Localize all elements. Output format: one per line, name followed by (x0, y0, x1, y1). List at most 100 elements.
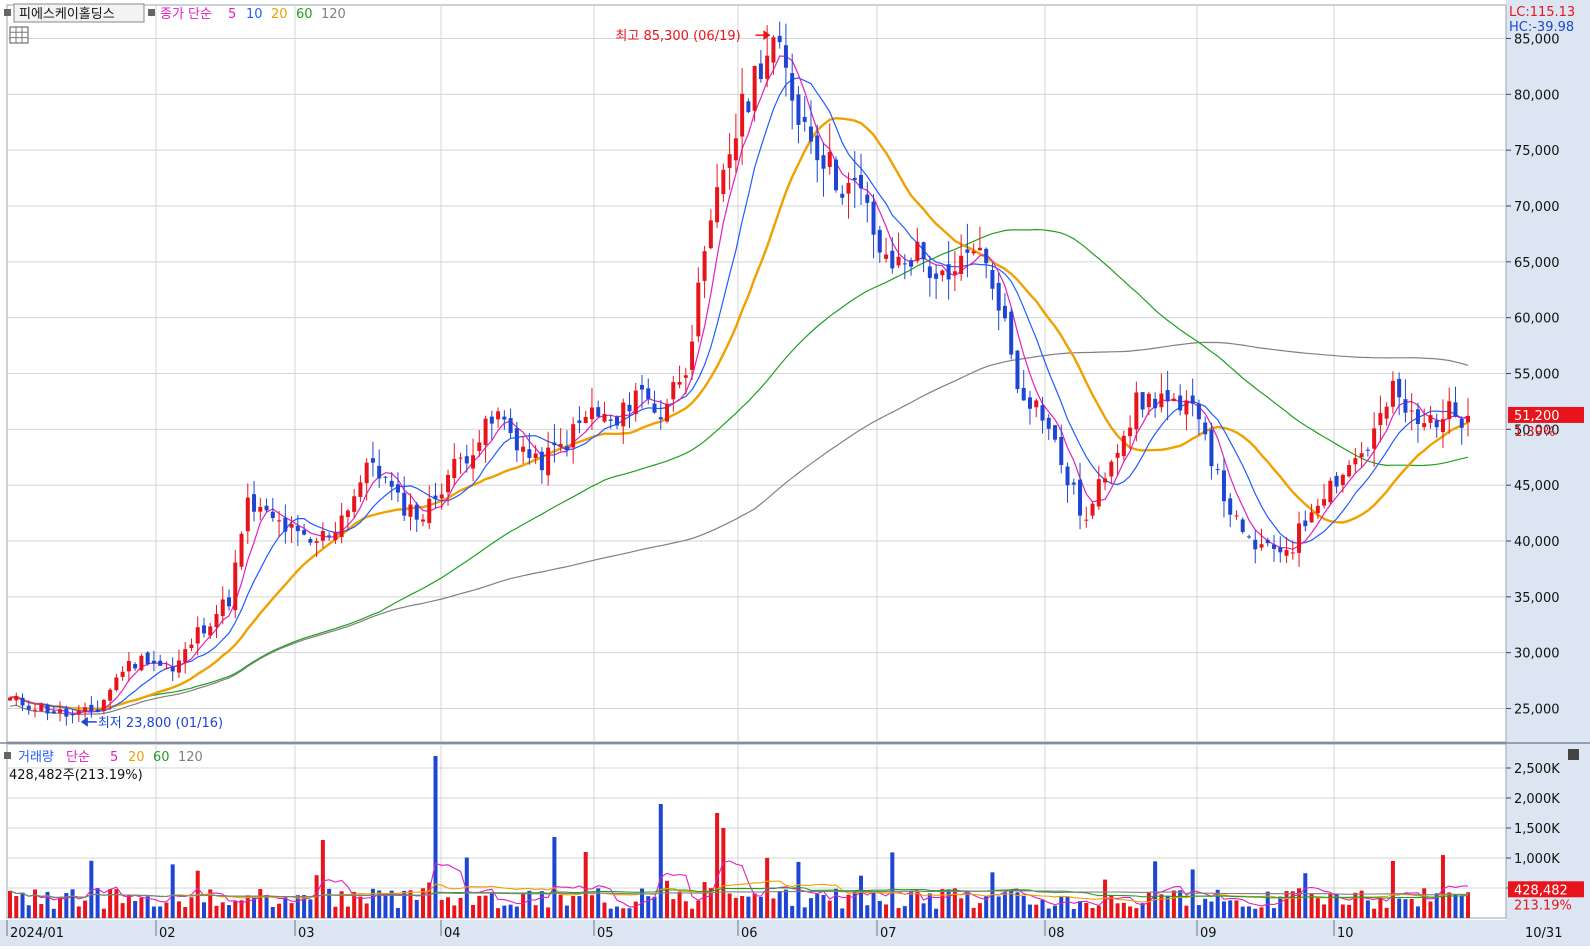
volume-bar[interactable] (1290, 891, 1295, 918)
candle-body[interactable] (1059, 436, 1064, 466)
candle-body[interactable] (996, 282, 1001, 311)
volume-bar[interactable] (1259, 907, 1264, 918)
volume-bar[interactable] (327, 888, 332, 918)
candle-body[interactable] (120, 671, 125, 677)
candle-body[interactable] (508, 418, 513, 434)
candle-body[interactable] (270, 511, 275, 518)
volume-bar[interactable] (702, 882, 707, 918)
grid-toggle-icon[interactable] (9, 26, 29, 44)
volume-bar[interactable] (1009, 891, 1014, 918)
candle-body[interactable] (1190, 395, 1195, 404)
volume-bar[interactable] (1196, 905, 1201, 918)
volume-bar[interactable] (521, 892, 526, 918)
volume-bar[interactable] (1040, 899, 1045, 918)
volume-bar[interactable] (345, 906, 350, 918)
volume-bar[interactable] (683, 901, 688, 918)
volume-bar[interactable] (677, 891, 682, 918)
candle-body[interactable] (220, 599, 225, 617)
volume-bar[interactable] (1428, 901, 1433, 918)
candle-body[interactable] (1034, 400, 1039, 408)
candle-body[interactable] (627, 404, 632, 412)
volume-bar[interactable] (214, 905, 219, 918)
volume-bar[interactable] (1453, 894, 1458, 918)
candle-body[interactable] (727, 154, 732, 168)
volume-bar[interactable] (145, 896, 150, 918)
candle-body[interactable] (965, 249, 970, 253)
volume-bar[interactable] (1059, 896, 1064, 918)
candle-body[interactable] (952, 271, 957, 275)
volume-bar[interactable] (1328, 894, 1333, 918)
candle-body[interactable] (1002, 305, 1007, 319)
candle-body[interactable] (1309, 512, 1314, 523)
volume-bar[interactable] (320, 840, 325, 918)
volume-bar[interactable] (1190, 869, 1195, 918)
candle-body[interactable] (320, 531, 325, 541)
volume-bar[interactable] (865, 905, 870, 918)
volume-bar[interactable] (14, 896, 19, 918)
candle-body[interactable] (95, 709, 100, 713)
candle-body[interactable] (1209, 429, 1214, 467)
volume-bar[interactable] (208, 889, 213, 918)
volume-bar[interactable] (439, 899, 444, 918)
volume-bar[interactable] (126, 894, 131, 918)
volume-bar[interactable] (1053, 905, 1058, 918)
volume-bar[interactable] (802, 907, 807, 918)
candle-body[interactable] (708, 220, 713, 249)
volume-bar[interactable] (1159, 894, 1164, 918)
candle-body[interactable] (183, 649, 188, 663)
volume-bar[interactable] (771, 898, 776, 918)
candle-body[interactable] (877, 229, 882, 253)
candle-body[interactable] (133, 664, 138, 669)
candle-body[interactable] (527, 449, 532, 458)
candle-body[interactable] (101, 699, 106, 711)
candle-body[interactable] (333, 532, 338, 541)
volume-bar[interactable] (1309, 893, 1314, 918)
volume-bar[interactable] (758, 896, 763, 918)
candle-body[interactable] (608, 419, 613, 421)
volume-bar[interactable] (777, 891, 782, 918)
candle-body[interactable] (1128, 427, 1133, 437)
candle-body[interactable] (1297, 523, 1302, 553)
volume-bar[interactable] (76, 906, 81, 918)
volume-bar[interactable] (277, 903, 282, 918)
candle-body[interactable] (721, 169, 726, 195)
candle-body[interactable] (1221, 470, 1226, 502)
volume-bar[interactable] (1134, 908, 1139, 918)
candle-body[interactable] (1165, 390, 1170, 401)
candle-body[interactable] (208, 626, 213, 636)
volume-bar[interactable] (370, 888, 375, 918)
candle-body[interactable] (677, 381, 682, 385)
volume-bar[interactable] (752, 893, 757, 918)
volume-bar[interactable] (602, 902, 607, 918)
volume-bar[interactable] (295, 895, 300, 918)
volume-bar[interactable] (1397, 898, 1402, 918)
candle-body[interactable] (1203, 422, 1208, 435)
candle-body[interactable] (176, 660, 181, 673)
candle-body[interactable] (477, 442, 482, 451)
candle-body[interactable] (489, 416, 494, 424)
candle-body[interactable] (252, 494, 257, 512)
volume-bar[interactable] (946, 889, 951, 918)
volume-bar[interactable] (1046, 908, 1051, 918)
volume-bar[interactable] (1171, 890, 1176, 918)
candle-body[interactable] (26, 705, 31, 710)
symbol-box[interactable] (13, 3, 145, 23)
candle-body[interactable] (402, 492, 407, 516)
volume-bar[interactable] (352, 891, 357, 918)
volume-bar[interactable] (1178, 890, 1183, 918)
volume-bar[interactable] (1090, 907, 1095, 918)
volume-bar[interactable] (83, 900, 88, 918)
volume-bar[interactable] (151, 906, 156, 918)
candle-body[interactable] (427, 498, 432, 524)
volume-bar[interactable] (708, 888, 713, 918)
volume-bar[interactable] (859, 875, 864, 918)
volume-bar[interactable] (183, 907, 188, 918)
volume-bar[interactable] (1415, 906, 1420, 918)
candle-body[interactable] (214, 614, 219, 628)
candle-body[interactable] (959, 255, 964, 274)
candle-body[interactable] (502, 416, 507, 420)
candle-body[interactable] (1184, 400, 1189, 415)
candle-body[interactable] (14, 696, 19, 701)
candle-body[interactable] (1340, 474, 1345, 486)
candle-body[interactable] (1153, 398, 1158, 409)
